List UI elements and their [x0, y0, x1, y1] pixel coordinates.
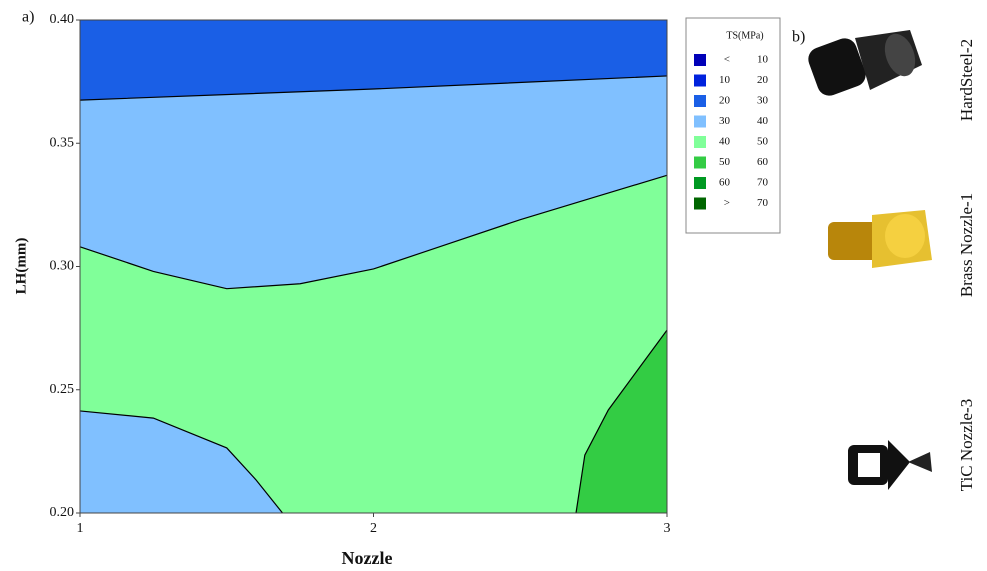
legend-from: >: [724, 197, 730, 209]
x-tick-label: 1: [77, 521, 84, 536]
legend-from: 40: [719, 136, 731, 148]
x-axis-title: Nozzle: [342, 548, 393, 568]
nozzle-label: TiC Nozzle-3: [957, 399, 976, 491]
legend-to: 60: [757, 156, 769, 168]
legend-swatch: [694, 75, 706, 87]
y-tick-label: 0.25: [50, 382, 75, 397]
legend-to: 70: [757, 177, 769, 189]
legend-to: 50: [757, 136, 769, 148]
nozzle-brass: [828, 210, 932, 268]
legend-from: 60: [719, 177, 731, 189]
legend-title: TS(MPa): [726, 30, 763, 41]
x-tick-label: 2: [370, 521, 377, 536]
y-axis-title: LH(mm): [13, 238, 29, 295]
legend-from: 50: [719, 156, 731, 168]
panel-label: a): [22, 9, 34, 26]
panel-label: b): [792, 29, 805, 46]
legend-swatch: [694, 54, 706, 66]
legend-from: 10: [719, 74, 731, 86]
y-tick-label: 0.20: [50, 505, 75, 520]
nozzle-label: Brass Nozzle-1: [957, 193, 976, 297]
y-tick-label: 0.40: [50, 12, 75, 27]
x-tick-label: 3: [664, 521, 671, 536]
legend-swatch: [694, 177, 706, 189]
legend-from: 20: [719, 95, 731, 107]
nozzle-tic: [848, 440, 932, 490]
legend-swatch: [694, 95, 706, 107]
legend-swatch: [694, 157, 706, 169]
figure: a) Nozzle LH(mm) TS(MPa) b) HardSteel-2 …: [0, 0, 987, 571]
legend-from: 30: [719, 115, 731, 127]
y-tick-label: 0.30: [50, 259, 75, 274]
legend-swatch: [694, 116, 706, 128]
legend-swatch: [694, 198, 706, 210]
legend-to: 40: [757, 115, 769, 127]
legend-from: <: [724, 54, 730, 66]
legend-to: 20: [757, 74, 769, 86]
nozzle-label: HardSteel-2: [957, 39, 976, 121]
legend-swatch: [694, 136, 706, 148]
y-tick-label: 0.35: [50, 135, 75, 150]
legend-to: 30: [757, 95, 769, 107]
nozzle-hardsteel: [805, 30, 922, 100]
legend-to: 10: [757, 54, 769, 66]
legend-to: 70: [757, 197, 769, 209]
